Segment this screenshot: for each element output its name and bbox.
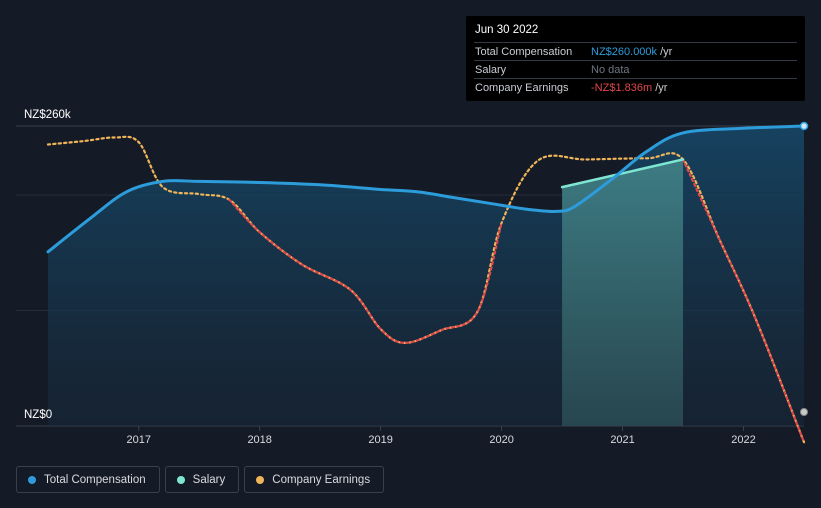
x-tick-label: 2022: [731, 434, 755, 446]
tooltip-label: Total Compensation: [475, 45, 573, 58]
tooltip-row-total-compensation: Total Compensation NZ$260.000k /yr: [474, 42, 797, 60]
legend-dot-icon: [28, 475, 36, 484]
tooltip-value: NZ$260.000k: [591, 45, 658, 58]
series-lines: [46, 124, 806, 444]
legend-label: Salary: [192, 473, 226, 486]
tooltip-unit: /yr: [655, 81, 668, 94]
company-earnings-negative-segment: [681, 158, 806, 444]
tooltip-unit: /yr: [660, 45, 673, 58]
tooltip: Jun 30 2022 Total Compensation NZ$260.00…: [466, 16, 805, 101]
legend-dot-icon: [256, 475, 265, 484]
tooltip-value: -NZ$1.836m: [591, 81, 653, 94]
salary-line: [560, 158, 685, 189]
salary-fill: [562, 159, 684, 426]
x-tick-label: 2018: [247, 434, 271, 446]
end-markers: [799, 121, 809, 416]
legend-label: Total Compensation: [44, 473, 146, 486]
tooltip-label: Company Earnings: [475, 81, 569, 94]
tooltip-label: Salary: [475, 63, 507, 76]
tooltip-row-company-earnings: Company Earnings -NZ$1.836m /yr: [474, 78, 797, 96]
legend: Total Compensation Salary Company Earnin…: [16, 466, 385, 493]
tooltip-row-salary: Salary No data: [474, 60, 797, 78]
tooltip-value: No data: [591, 63, 630, 76]
x-axis: 2017 2018 2019 2020 2021 2022: [126, 426, 756, 446]
total-compensation-line: [46, 124, 806, 254]
legend-company-earnings[interactable]: Company Earnings: [244, 466, 385, 493]
x-tick-label: 2019: [368, 434, 392, 446]
y-axis-label-top: NZ$260k: [24, 109, 71, 121]
legend-total-compensation[interactable]: Total Compensation: [16, 466, 160, 493]
x-tick-label: 2020: [489, 434, 513, 446]
total-compensation-end-marker: [799, 121, 809, 131]
salary-area: [562, 159, 684, 426]
tooltip-date: Jun 30 2022: [475, 24, 539, 36]
legend-salary[interactable]: Salary: [164, 466, 240, 493]
company-earnings-negative-segment: [228, 198, 503, 345]
legend-dot-icon: [176, 475, 185, 484]
company-earnings-end-marker: [800, 408, 808, 416]
x-tick-label: 2021: [610, 434, 634, 446]
x-tick-label: 2017: [126, 434, 150, 446]
legend-label: Company Earnings: [272, 473, 371, 486]
y-axis-label-bottom: NZ$0: [24, 409, 52, 421]
